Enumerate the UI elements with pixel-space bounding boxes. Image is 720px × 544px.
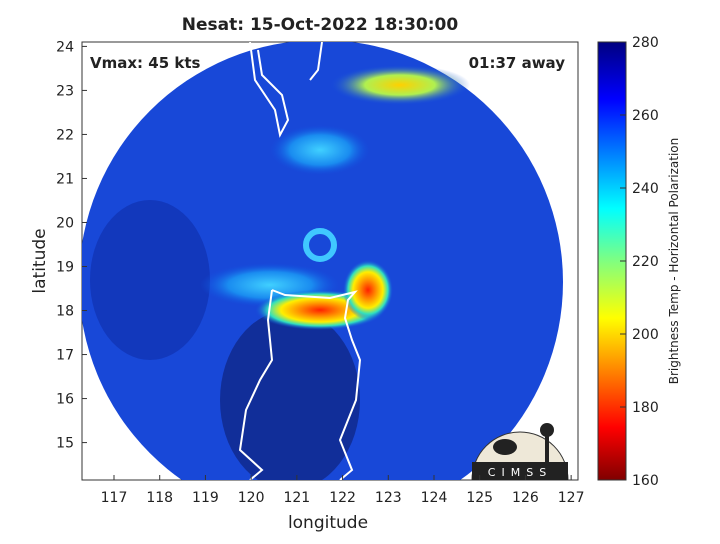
vmax-label: Vmax: 45 kts	[90, 54, 200, 72]
eyewall	[343, 260, 393, 320]
y-tick-label: 16	[56, 392, 74, 408]
y-tick-label: 23	[56, 83, 74, 99]
y-tick-label: 21	[56, 171, 74, 187]
eye	[303, 228, 337, 262]
colorbar-tick-label: 200	[632, 327, 659, 343]
x-tick-label: 120	[238, 490, 265, 506]
x-axis-label: longitude	[288, 513, 368, 533]
x-tick-label: 124	[421, 490, 448, 506]
y-axis-label: latitude	[30, 228, 50, 293]
x-tick-label: 127	[558, 490, 585, 506]
dark-region	[90, 200, 210, 360]
y-tick-label: 20	[56, 215, 74, 231]
y-tick-label: 24	[56, 39, 74, 55]
time-label: 01:37 away	[469, 54, 566, 72]
colorbar-tick-label: 260	[632, 108, 659, 124]
rain-band	[270, 125, 370, 175]
y-tick-label: 18	[56, 304, 74, 320]
x-tick-label: 122	[329, 490, 356, 506]
colorbar-label: Brightness Temp - Horizontal Polarizatio…	[667, 138, 681, 385]
x-tick-label: 119	[192, 490, 219, 506]
imagery	[82, 42, 563, 480]
y-tick-label: 17	[56, 348, 74, 364]
colorbar-tick-label: 160	[632, 473, 659, 489]
x-tick-label: 121	[283, 490, 310, 506]
colorbar-tick-label: 180	[632, 400, 659, 416]
x-tick-label: 125	[466, 490, 493, 506]
y-tick-label: 19	[56, 260, 74, 276]
x-tick-label: 123	[375, 490, 402, 506]
coastline	[238, 42, 362, 480]
y-tick-label: 15	[56, 436, 74, 452]
rain-band	[330, 65, 470, 105]
colorbar-tick-label: 240	[632, 181, 659, 197]
dark-region	[220, 310, 360, 480]
x-tick-label: 118	[146, 490, 173, 506]
title: Nesat: 15-Oct-2022 18:30:00	[182, 15, 459, 35]
x-tick-label: 126	[512, 490, 539, 506]
colorbar-tick-label: 220	[632, 254, 659, 270]
x-tick-label: 117	[101, 490, 128, 506]
y-tick-label: 22	[56, 127, 74, 143]
logo-text: CIMSS	[488, 466, 552, 479]
colorbar-tick-label: 280	[632, 35, 659, 51]
logo: CIMSS	[471, 423, 569, 481]
